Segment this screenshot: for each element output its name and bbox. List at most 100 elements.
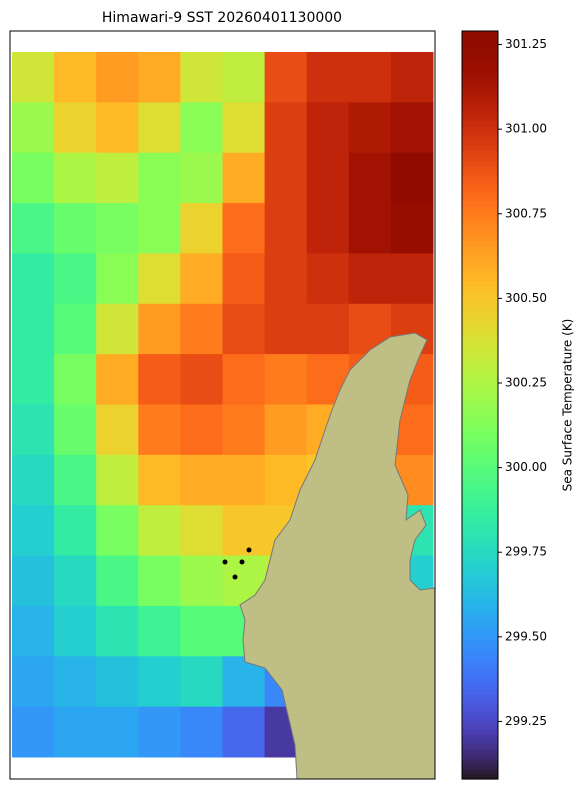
colorbar-swatch	[462, 95, 498, 102]
colorbar-swatch	[462, 599, 498, 606]
colorbar-swatch	[462, 40, 498, 47]
colorbar-swatch	[462, 544, 498, 551]
cell	[348, 203, 392, 254]
colorbar-swatch	[462, 210, 498, 217]
cell	[390, 102, 434, 154]
cell	[12, 203, 55, 254]
colorbar-swatch	[462, 135, 498, 142]
colorbar-tick-label: 299.25	[505, 714, 547, 728]
cell	[12, 706, 55, 758]
colorbar-swatch	[462, 155, 498, 162]
colorbar-swatch	[462, 479, 498, 486]
cell	[96, 404, 139, 456]
colorbar-tick-label: 299.50	[505, 629, 547, 643]
cell	[180, 656, 223, 708]
colorbar: 299.25 299.50 299.75 300.00 300.25 300.50 300.…	[461, 30, 547, 780]
colorbar-swatch	[462, 629, 498, 635]
cell	[390, 152, 434, 204]
cell	[138, 253, 181, 305]
colorbar-swatch	[462, 609, 498, 616]
colorbar-swatch	[462, 55, 498, 62]
colorbar-swatch	[462, 235, 498, 242]
cell	[138, 404, 181, 456]
cell	[222, 152, 266, 204]
colorbar-swatch	[462, 534, 498, 541]
colorbar-swatch	[462, 90, 498, 97]
cell	[54, 354, 97, 405]
colorbar-swatch	[462, 100, 498, 107]
cell	[96, 203, 139, 254]
cell	[12, 454, 55, 506]
colorbar-swatch	[462, 564, 498, 571]
colorbar-swatch	[462, 325, 498, 331]
colorbar-swatch	[462, 664, 498, 670]
colorbar-swatch	[462, 699, 498, 705]
cell	[306, 102, 350, 154]
cell	[180, 253, 223, 305]
colorbar-swatch	[462, 160, 498, 167]
colorbar-swatch	[462, 380, 498, 386]
cell	[12, 555, 55, 607]
cell	[138, 505, 181, 557]
cell	[138, 706, 181, 758]
cell	[138, 303, 181, 355]
cell	[180, 555, 223, 607]
cell	[222, 303, 266, 355]
colorbar-swatch	[462, 275, 498, 281]
cell	[54, 656, 97, 708]
colorbar-tick-label: 300.00	[505, 460, 547, 474]
colorbar-swatch	[462, 614, 498, 621]
colorbar-tick-label: 300.25	[505, 376, 547, 390]
colorbar-swatch	[462, 774, 498, 780]
cell	[222, 454, 266, 506]
axes-frame	[9, 30, 436, 780]
cell	[54, 706, 97, 758]
cell	[96, 354, 139, 405]
station	[222, 559, 228, 565]
cell	[180, 404, 223, 456]
colorbar-swatch	[462, 265, 498, 271]
colorbar-swatch	[462, 315, 498, 321]
cell	[12, 52, 55, 103]
cell	[54, 303, 97, 355]
cell	[222, 505, 266, 557]
station	[246, 547, 252, 553]
colorbar-swatch	[462, 619, 498, 626]
colorbar-swatch	[462, 604, 498, 611]
colorbar-swatch	[462, 395, 498, 401]
colorbar-swatch	[462, 200, 498, 207]
cell	[180, 454, 223, 506]
colorbar-swatch	[462, 270, 498, 276]
colorbar-swatch	[462, 459, 498, 466]
colorbar-swatch	[462, 350, 498, 356]
cell	[180, 152, 223, 204]
colorbar-swatch	[462, 360, 498, 366]
colorbar-swatch	[462, 634, 498, 640]
cell	[264, 52, 308, 103]
colorbar-swatch	[462, 150, 498, 157]
colorbar-swatch	[462, 340, 498, 346]
colorbar-swatch	[462, 345, 498, 351]
cell	[96, 253, 139, 305]
cell	[390, 52, 434, 103]
colorbar-swatch	[462, 190, 498, 197]
colorbar-swatch	[462, 729, 498, 735]
colorbar-swatch	[462, 185, 498, 192]
cell	[180, 203, 223, 254]
colorbar-swatch	[462, 469, 498, 476]
colorbar-swatch	[462, 409, 498, 416]
station	[239, 559, 245, 565]
land	[239, 332, 436, 780]
chart-title: Himawari-9 SST 20260401130000	[102, 10, 342, 26]
colorbar-swatch	[462, 115, 498, 122]
colorbar-swatch	[462, 594, 498, 601]
colorbar-swatch	[462, 215, 498, 222]
colorbar-swatch	[462, 529, 498, 536]
cell	[264, 102, 308, 154]
colorbar-swatch	[462, 375, 498, 381]
cell	[138, 354, 181, 405]
colorbar-swatch	[462, 644, 498, 650]
cell	[54, 52, 97, 103]
cell	[96, 505, 139, 557]
